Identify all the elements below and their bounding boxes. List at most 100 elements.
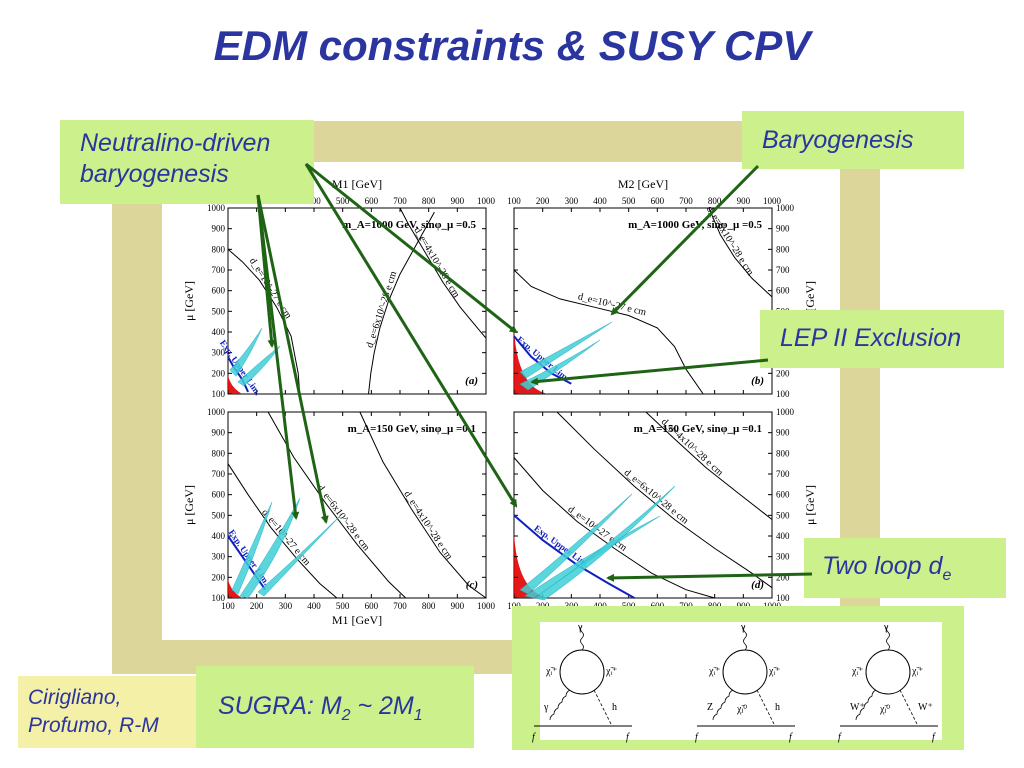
x-tick-label: 800 xyxy=(422,196,436,206)
feynman-diagram-panel xyxy=(540,622,942,740)
x-tick-label: 600 xyxy=(365,196,379,206)
y-tick-label: 700 xyxy=(212,469,226,479)
x-tick-label: 700 xyxy=(393,601,407,611)
y-tick-label: 1000 xyxy=(207,407,226,417)
panel-label: (b) xyxy=(751,375,764,387)
y-tick-label: 800 xyxy=(212,244,226,254)
x-axis-title: M2 [GeV] xyxy=(618,177,668,191)
baryogenesis-label: Baryogenesis xyxy=(762,126,914,154)
neutralino-callout-line1: Neutralino-driven xyxy=(80,129,271,157)
baryogenesis-callout: Baryogenesis xyxy=(742,111,964,169)
sugra-callout: SUGRA: M2 ~ 2M1 xyxy=(196,666,474,748)
y-tick-label: 200 xyxy=(212,572,226,582)
authors-line2: Profumo, R-M xyxy=(28,714,159,737)
y-tick-label: 1000 xyxy=(207,203,226,213)
x-tick-label: 700 xyxy=(679,196,693,206)
y-tick-label: 300 xyxy=(212,348,226,358)
x-axis-title: M1 [GeV] xyxy=(332,613,382,627)
authors-callout: Cirigliano, Profumo, R-M xyxy=(18,676,204,748)
x-tick-label: 300 xyxy=(565,196,579,206)
baryogenesis-band xyxy=(257,515,341,597)
y-tick-label: 200 xyxy=(776,368,790,378)
sugra-label: SUGRA: M2 ~ 2M1 xyxy=(218,692,423,725)
y-tick-label: 100 xyxy=(776,389,790,399)
y-tick-label: 900 xyxy=(776,224,790,234)
y-tick-label: 1000 xyxy=(776,203,795,213)
y-tick-label: 400 xyxy=(212,327,226,337)
plot-frame xyxy=(227,207,487,395)
x-tick-label: 300 xyxy=(279,601,293,611)
y-tick-label: 100 xyxy=(212,389,226,399)
x-tick-label: 200 xyxy=(536,196,550,206)
two-loop-subscript: e xyxy=(942,567,952,584)
two-loop-label: Two loop de xyxy=(822,552,951,585)
y-tick-label: 600 xyxy=(776,490,790,500)
y-tick-label: 200 xyxy=(212,368,226,378)
x-tick-label: 400 xyxy=(593,196,607,206)
y-tick-label: 1000 xyxy=(776,407,795,417)
x-tick-label: 500 xyxy=(336,196,350,206)
y-tick-label: 900 xyxy=(212,428,226,438)
edm-contour-line xyxy=(645,411,773,520)
neutralino-callout-line2: baryogenesis xyxy=(80,160,229,188)
y-tick-label: 600 xyxy=(212,286,226,296)
lep-exclusion-region xyxy=(514,327,549,394)
x-tick-label: 400 xyxy=(307,601,321,611)
y-tick-label: 700 xyxy=(776,469,790,479)
x-tick-label: 900 xyxy=(451,196,465,206)
y-tick-label: 100 xyxy=(212,593,226,603)
authors-line1: Cirigliano, xyxy=(28,686,122,709)
x-tick-label: 1000 xyxy=(477,196,496,206)
baryogenesis-band xyxy=(534,485,676,601)
neutralino-callout: Neutralino-driven baryogenesis xyxy=(60,120,314,204)
edm-contour-line xyxy=(513,457,715,599)
lep-exclusion-region xyxy=(228,375,243,394)
y-tick-label: 600 xyxy=(776,286,790,296)
y-tick-label: 200 xyxy=(776,572,790,582)
plot-panel: 1001002002003003004004005005006006007007… xyxy=(507,407,817,627)
two-loop-callout: Two loop de xyxy=(804,538,1006,598)
sugra-sub2: 1 xyxy=(413,707,423,724)
y-tick-label: 400 xyxy=(212,531,226,541)
y-tick-label: 500 xyxy=(212,510,226,520)
plot-title: m_A=150 GeV, sinφ_μ =0.1 xyxy=(634,423,762,435)
x-axis-title: M1 [GeV] xyxy=(332,177,382,191)
y-tick-label: 900 xyxy=(212,224,226,234)
y-axis-title: μ [GeV] xyxy=(182,485,196,525)
x-tick-label: 1000 xyxy=(477,601,496,611)
y-tick-label: 100 xyxy=(776,593,790,603)
y-axis-title: μ [GeV] xyxy=(182,281,196,321)
x-tick-label: 500 xyxy=(336,601,350,611)
lep-label: LEP II Exclusion xyxy=(780,324,962,352)
two-loop-text: Two loop d xyxy=(822,552,943,580)
panel-label: (a) xyxy=(465,375,478,387)
x-tick-label: 700 xyxy=(393,196,407,206)
lep-exclusion-region xyxy=(514,531,549,598)
y-tick-label: 800 xyxy=(776,244,790,254)
lep-callout: LEP II Exclusion xyxy=(760,310,1004,368)
x-tick-label: 100 xyxy=(507,196,521,206)
y-tick-label: 500 xyxy=(776,510,790,520)
x-tick-label: 100 xyxy=(221,601,235,611)
sugra-sub1: 2 xyxy=(341,707,351,724)
y-tick-label: 800 xyxy=(212,448,226,458)
x-tick-label: 900 xyxy=(451,601,465,611)
plot-title: m_A=150 GeV, sinφ_μ =0.1 xyxy=(348,423,476,435)
y-tick-label: 800 xyxy=(776,448,790,458)
y-tick-label: 400 xyxy=(776,531,790,541)
baryogenesis-band xyxy=(519,493,633,595)
x-tick-label: 1000 xyxy=(763,196,782,206)
y-tick-label: 500 xyxy=(212,306,226,316)
panel-label: (d) xyxy=(751,579,764,591)
x-tick-label: 800 xyxy=(422,601,436,611)
x-tick-label: 200 xyxy=(250,601,264,611)
y-tick-label: 600 xyxy=(212,490,226,500)
y-tick-label: 300 xyxy=(212,552,226,562)
x-tick-label: 500 xyxy=(622,196,636,206)
y-tick-label: 700 xyxy=(776,265,790,275)
slide-title: EDM constraints & SUSY CPV xyxy=(213,22,811,69)
y-axis-title: μ [GeV] xyxy=(803,485,817,525)
x-tick-label: 600 xyxy=(651,196,665,206)
x-tick-label: 900 xyxy=(737,196,751,206)
y-tick-label: 900 xyxy=(776,428,790,438)
